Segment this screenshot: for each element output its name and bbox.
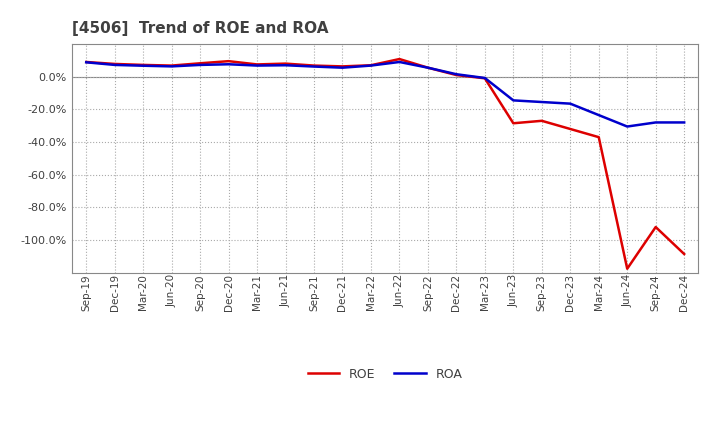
ROA (196, 62, 204, 68)
ROA (652, 120, 660, 125)
ROA (395, 59, 404, 65)
ROE (139, 62, 148, 68)
ROE (623, 266, 631, 271)
ROA (167, 64, 176, 69)
ROE (338, 64, 347, 69)
ROA (225, 62, 233, 67)
ROA (139, 63, 148, 68)
ROE (196, 61, 204, 66)
ROA (110, 62, 119, 68)
ROE (537, 118, 546, 124)
ROE (680, 251, 688, 257)
ROA (338, 65, 347, 70)
ROE (82, 59, 91, 65)
ROE (595, 135, 603, 140)
ROA (253, 63, 261, 68)
ROA (366, 63, 375, 68)
ROA (452, 72, 461, 77)
Line: ROA: ROA (86, 62, 684, 127)
ROA (480, 75, 489, 81)
ROA (282, 62, 290, 68)
ROE (310, 63, 318, 68)
ROA (566, 101, 575, 106)
ROA (509, 98, 518, 103)
ROA (595, 113, 603, 118)
ROE (225, 59, 233, 64)
ROE (452, 73, 461, 78)
ROE (652, 224, 660, 230)
ROE (423, 65, 432, 70)
ROE (566, 126, 575, 132)
ROA (623, 124, 631, 129)
ROE (110, 61, 119, 66)
ROE (366, 62, 375, 68)
ROE (509, 121, 518, 126)
ROE (282, 61, 290, 66)
ROE (253, 62, 261, 67)
ROA (310, 64, 318, 69)
Legend: ROE, ROA: ROE, ROA (303, 363, 467, 385)
Text: [4506]  Trend of ROE and ROA: [4506] Trend of ROE and ROA (72, 21, 328, 36)
ROE (395, 56, 404, 62)
Line: ROE: ROE (86, 59, 684, 269)
ROA (680, 120, 688, 125)
ROE (167, 63, 176, 68)
ROE (480, 76, 489, 81)
ROA (537, 99, 546, 105)
ROA (82, 60, 91, 65)
ROA (423, 65, 432, 70)
